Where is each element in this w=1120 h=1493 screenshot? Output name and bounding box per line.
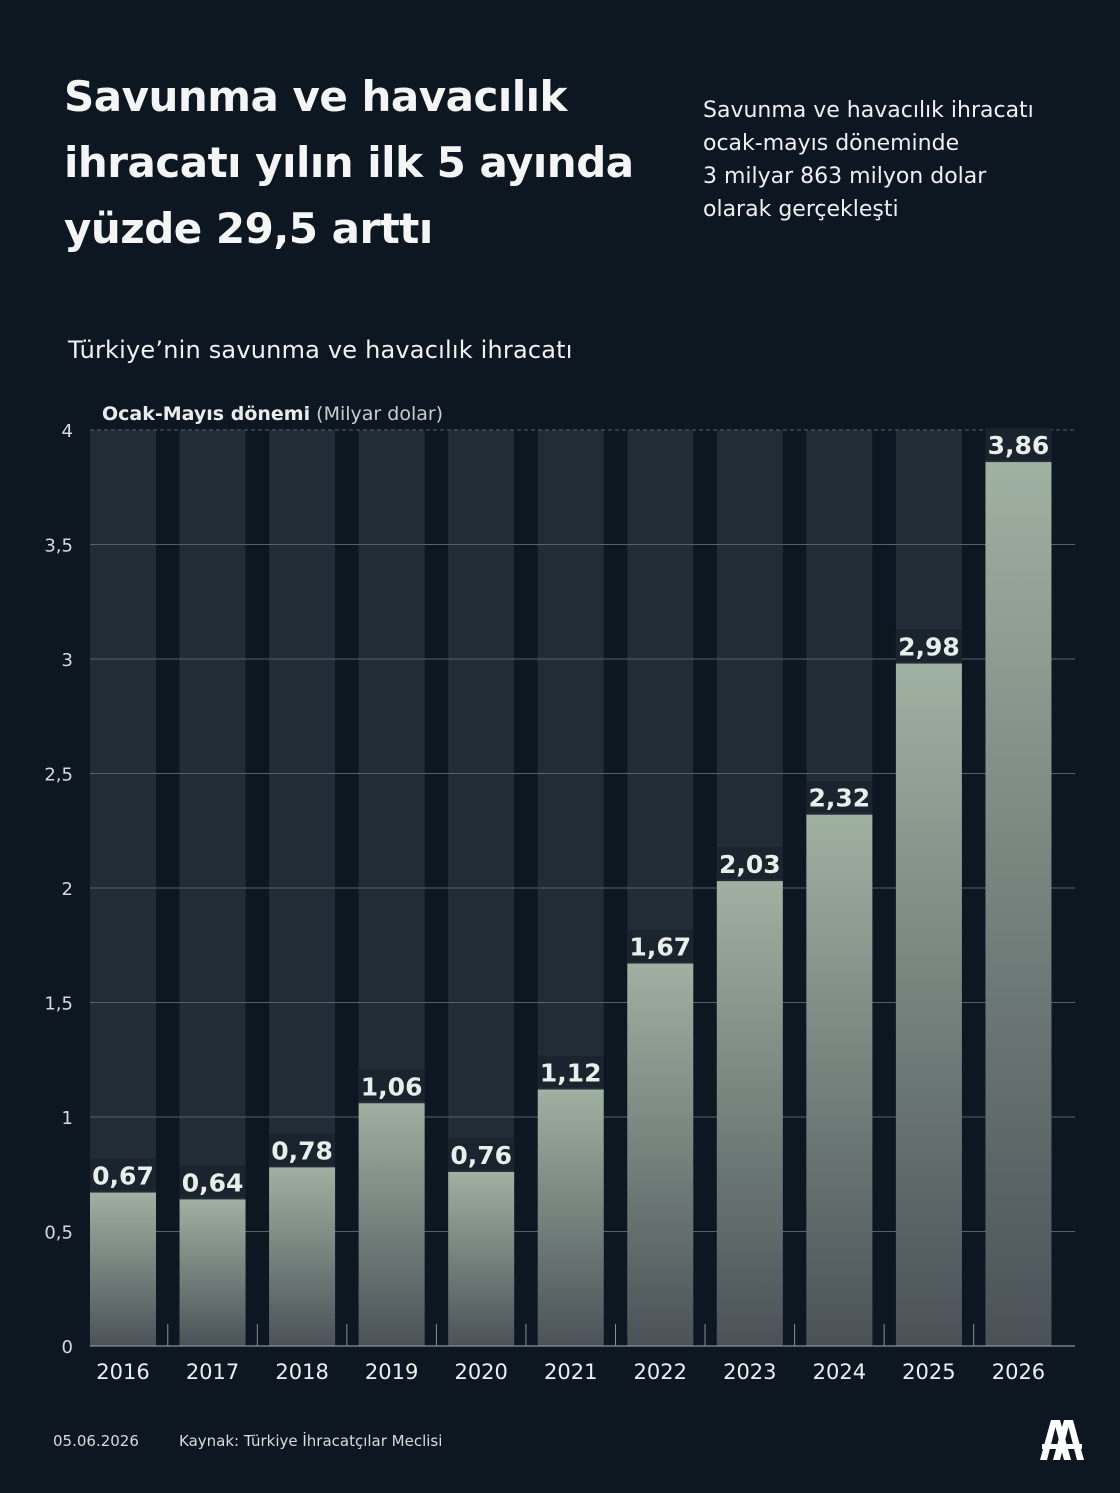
x-tick-label: 2025: [902, 1360, 955, 1384]
value-label: 0,67: [92, 1162, 154, 1191]
bar: [716, 881, 783, 1346]
bar: [537, 1089, 604, 1346]
headline-line: yüzde 29,5 arttı: [64, 204, 433, 253]
summary-line: ocak-mayıs döneminde: [703, 131, 960, 156]
x-tick-label: 2016: [96, 1360, 149, 1384]
value-label: 2,98: [898, 633, 960, 662]
value-label-bg: [269, 1133, 336, 1166]
x-tick-label: 2026: [992, 1360, 1045, 1384]
y-tick-label: 3: [62, 650, 73, 671]
x-tick-label: 2024: [813, 1360, 866, 1384]
headline-line: Savunma ve havacılık: [64, 72, 567, 121]
bar: [269, 1167, 336, 1346]
summary-line: Savunma ve havacılık ihracatı: [703, 98, 1034, 123]
bar: [179, 1199, 246, 1346]
value-label-bg: [895, 629, 962, 662]
headline: Savunma ve havacılık ihracatı yılın ilk …: [64, 64, 664, 262]
x-tick-label: 2023: [723, 1360, 776, 1384]
bar: [985, 462, 1052, 1346]
value-label: 0,78: [271, 1136, 333, 1165]
headline-line: ihracatı yılın ilk 5 ayında: [64, 138, 634, 187]
y-tick-label: 3,5: [44, 536, 73, 557]
value-label: 2,32: [809, 784, 871, 813]
unit-label: Ocak-Mayıs dönemi (Milyar dolar): [102, 403, 443, 425]
summary-line: 3 milyar 863 milyon dolar: [703, 164, 987, 189]
x-tick-label: 2019: [365, 1360, 418, 1384]
bar: [90, 1192, 156, 1346]
chart-title: Türkiye’nin savunma ve havacılık ihracat…: [68, 336, 573, 364]
value-label-bg: [806, 780, 873, 813]
x-tick-label: 2021: [544, 1360, 597, 1384]
value-label-bg: [358, 1069, 425, 1102]
value-label-bg: [537, 1055, 604, 1088]
value-label: 0,76: [450, 1141, 512, 1170]
x-tick-label: 2017: [186, 1360, 239, 1384]
aa-logo-icon: [1040, 1420, 1084, 1460]
bar: [895, 663, 962, 1346]
value-label-bg: [627, 929, 694, 962]
bar: [806, 814, 873, 1346]
y-tick-label: 1: [62, 1108, 73, 1129]
value-label: 1,12: [540, 1059, 602, 1088]
value-label: 1,67: [629, 933, 691, 962]
y-tick-label: 2: [62, 879, 73, 900]
y-tick-label: 1,5: [44, 994, 73, 1015]
value-label: 1,06: [361, 1072, 423, 1101]
summary-line: olarak gerçekleşti: [703, 197, 899, 222]
value-label-bg: [716, 847, 783, 880]
x-tick-label: 2020: [454, 1360, 507, 1384]
y-tick-label: 4: [62, 421, 73, 442]
x-tick-label: 2022: [634, 1360, 687, 1384]
x-tick-label: 2018: [275, 1360, 328, 1384]
bar: [448, 1171, 515, 1346]
value-label: 3,86: [988, 431, 1050, 460]
value-label-bg: [448, 1137, 515, 1170]
unit-label-period: Ocak-Mayıs dönemi: [102, 403, 311, 425]
y-tick-label: 2,5: [44, 765, 73, 786]
value-label-bg: [179, 1165, 246, 1198]
value-label: 2,03: [719, 850, 781, 879]
unit-label-unit: (Milyar dolar): [316, 403, 444, 425]
bar: [627, 963, 694, 1346]
bar: [358, 1103, 425, 1346]
summary-text: Savunma ve havacılık ihracatı ocak-mayıs…: [703, 94, 1103, 226]
footer-source: Kaynak: Türkiye İhracatçılar Meclisi: [179, 1432, 443, 1450]
footer-date: 05.06.2026: [53, 1432, 139, 1450]
value-label: 0,64: [182, 1168, 244, 1197]
value-label-bg: [985, 428, 1052, 461]
y-tick-label: 0: [62, 1337, 73, 1358]
value-label-bg: [90, 1158, 156, 1191]
y-tick-label: 0,5: [44, 1223, 73, 1244]
